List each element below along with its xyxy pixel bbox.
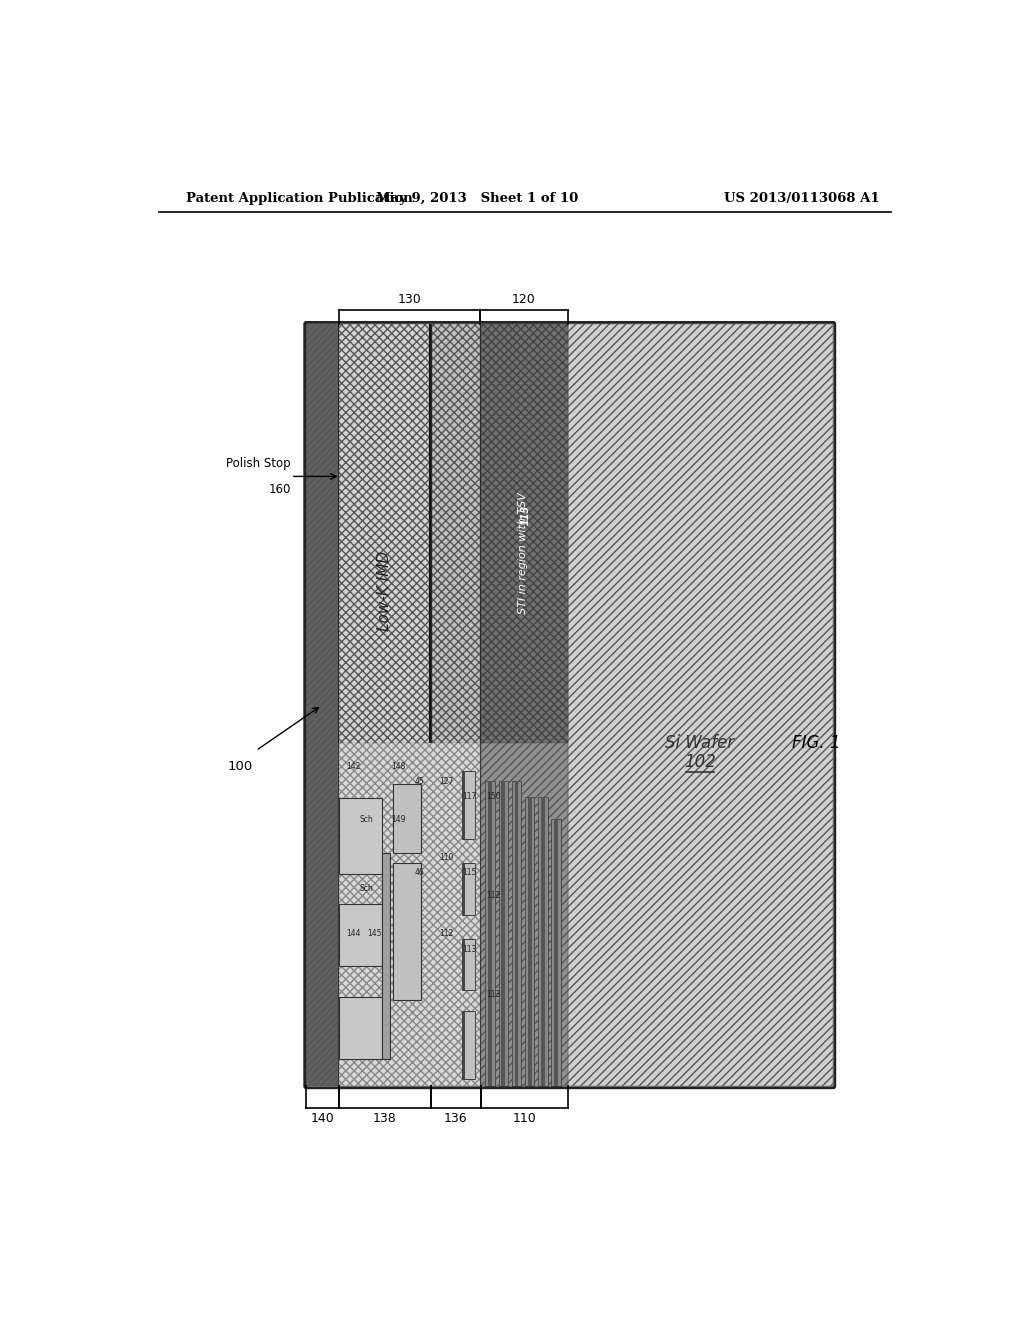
Bar bbox=[432, 323, 479, 1086]
Text: US 2013/0113068 A1: US 2013/0113068 A1 bbox=[724, 191, 880, 205]
Bar bbox=[541, 796, 545, 1086]
Text: Sch: Sch bbox=[360, 883, 374, 892]
Text: May 9, 2013   Sheet 1 of 10: May 9, 2013 Sheet 1 of 10 bbox=[376, 191, 578, 205]
Bar bbox=[463, 1011, 473, 1080]
Bar bbox=[432, 323, 479, 1086]
Text: 145: 145 bbox=[368, 929, 382, 939]
Bar bbox=[339, 743, 479, 1086]
Text: 110: 110 bbox=[438, 853, 453, 862]
Bar bbox=[339, 904, 382, 966]
Text: 120: 120 bbox=[512, 293, 536, 306]
Text: Polish Stop: Polish Stop bbox=[226, 457, 291, 470]
Text: 102: 102 bbox=[684, 754, 716, 771]
Bar bbox=[525, 796, 535, 1086]
Text: 113: 113 bbox=[486, 990, 501, 999]
Text: FIG. 1: FIG. 1 bbox=[792, 734, 841, 752]
Text: Patent Application Publication: Patent Application Publication bbox=[186, 191, 413, 205]
Bar bbox=[479, 323, 481, 1086]
Text: 140: 140 bbox=[311, 1111, 335, 1125]
Bar bbox=[527, 796, 531, 1086]
Text: 144: 144 bbox=[346, 929, 360, 939]
Text: Si Wafer: Si Wafer bbox=[666, 734, 734, 752]
Text: 112: 112 bbox=[486, 891, 501, 900]
Text: 149: 149 bbox=[391, 814, 406, 824]
Bar bbox=[339, 743, 479, 1086]
Bar bbox=[464, 1011, 475, 1080]
Text: Sch: Sch bbox=[360, 814, 374, 824]
Bar bbox=[554, 820, 558, 1086]
Bar bbox=[481, 323, 568, 1086]
Text: 160: 160 bbox=[268, 483, 291, 495]
Bar bbox=[431, 323, 432, 1086]
Bar bbox=[339, 323, 429, 1086]
Text: Low-K IMD: Low-K IMD bbox=[377, 550, 392, 631]
Text: 142: 142 bbox=[346, 762, 360, 771]
Text: 136: 136 bbox=[444, 1111, 468, 1125]
Bar bbox=[463, 863, 473, 915]
Bar bbox=[462, 863, 472, 915]
Bar bbox=[551, 820, 561, 1086]
Text: 46: 46 bbox=[415, 869, 424, 878]
Bar bbox=[462, 771, 472, 840]
Text: 130: 130 bbox=[397, 293, 422, 306]
Bar bbox=[481, 323, 568, 1086]
Bar bbox=[481, 323, 568, 743]
Text: 127: 127 bbox=[438, 777, 453, 785]
Bar bbox=[464, 863, 475, 915]
Bar bbox=[502, 781, 505, 1086]
Bar bbox=[568, 323, 834, 1086]
Bar bbox=[515, 781, 518, 1086]
Bar bbox=[485, 781, 495, 1086]
Bar bbox=[464, 771, 475, 840]
Text: 115: 115 bbox=[463, 869, 477, 878]
Bar bbox=[306, 323, 338, 1086]
Bar bbox=[488, 781, 493, 1086]
Text: 113: 113 bbox=[521, 504, 531, 524]
Bar bbox=[393, 784, 421, 853]
Bar bbox=[539, 796, 548, 1086]
Bar bbox=[393, 863, 421, 1001]
Bar bbox=[499, 781, 508, 1086]
Text: 150: 150 bbox=[486, 792, 501, 801]
Bar bbox=[339, 799, 382, 874]
Text: 45: 45 bbox=[415, 777, 424, 785]
Bar bbox=[463, 939, 473, 990]
Text: 110: 110 bbox=[513, 1111, 537, 1125]
Text: 112: 112 bbox=[438, 929, 453, 939]
Text: 100: 100 bbox=[227, 759, 253, 772]
Bar bbox=[568, 323, 834, 1086]
Bar bbox=[382, 853, 390, 1059]
Bar bbox=[462, 939, 472, 990]
Text: 117: 117 bbox=[463, 792, 477, 801]
Bar bbox=[339, 997, 382, 1059]
Bar bbox=[464, 939, 475, 990]
Bar bbox=[462, 1011, 472, 1080]
Text: 113: 113 bbox=[463, 945, 477, 953]
Text: 148: 148 bbox=[391, 762, 406, 771]
Bar bbox=[481, 323, 568, 743]
Bar bbox=[429, 323, 431, 1086]
Bar bbox=[512, 781, 521, 1086]
Bar bbox=[338, 323, 339, 1086]
Bar bbox=[463, 771, 473, 840]
Text: STI in region with TSV: STI in region with TSV bbox=[518, 492, 528, 614]
Bar bbox=[339, 323, 429, 1086]
Bar bbox=[306, 323, 338, 1086]
Text: 138: 138 bbox=[373, 1111, 397, 1125]
